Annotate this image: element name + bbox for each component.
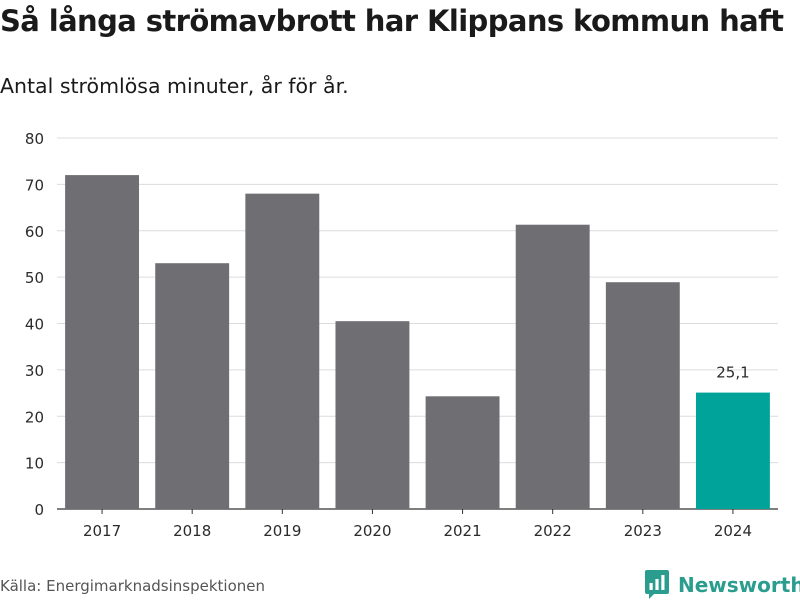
x-tick-label: 2020	[353, 522, 391, 540]
y-tick-label: 30	[25, 362, 44, 380]
y-tick-label: 60	[25, 223, 44, 241]
bar-2017	[65, 175, 140, 509]
newsworthy-logo-icon	[645, 570, 669, 599]
brand-name: Newsworthy	[678, 573, 800, 597]
bars	[65, 175, 770, 509]
x-tick-label: 2022	[534, 522, 572, 540]
chart-subtitle: Antal strömlösa minuter, år för år.	[0, 74, 349, 98]
y-tick-label: 50	[25, 269, 44, 287]
x-tick-label: 2021	[443, 522, 481, 540]
bar-2023	[605, 282, 680, 509]
x-tick-label: 2024	[714, 522, 752, 540]
data-labels: 25,1	[716, 364, 749, 382]
bar-2021	[425, 396, 500, 509]
x-tick-label: 2017	[83, 522, 121, 540]
y-tick-label: 80	[25, 130, 44, 148]
bar-2020	[335, 321, 410, 509]
y-tick-label: 10	[25, 455, 44, 473]
y-tick-label: 0	[34, 501, 44, 519]
bar-2019	[245, 193, 320, 509]
x-tick-label: 2019	[263, 522, 301, 540]
brand-logo: Newsworthy	[644, 569, 800, 601]
y-tick-label: 20	[25, 408, 44, 426]
x-axis: 2017 2018 2019 2020 2021 2022 2023 2024	[83, 509, 752, 540]
chart-title: Så långa strömavbrott har Klippans kommu…	[0, 4, 784, 38]
x-tick-label: 2018	[173, 522, 211, 540]
x-tick-label: 2023	[624, 522, 662, 540]
bar-2018	[155, 263, 230, 509]
source-note: Källa: Energimarknadsinspektionen	[0, 577, 266, 595]
data-label: 25,1	[716, 364, 749, 382]
bar-2022	[515, 224, 590, 509]
y-tick-label: 40	[25, 316, 44, 334]
y-tick-label: 70	[25, 176, 44, 194]
bar-2024	[695, 392, 770, 509]
